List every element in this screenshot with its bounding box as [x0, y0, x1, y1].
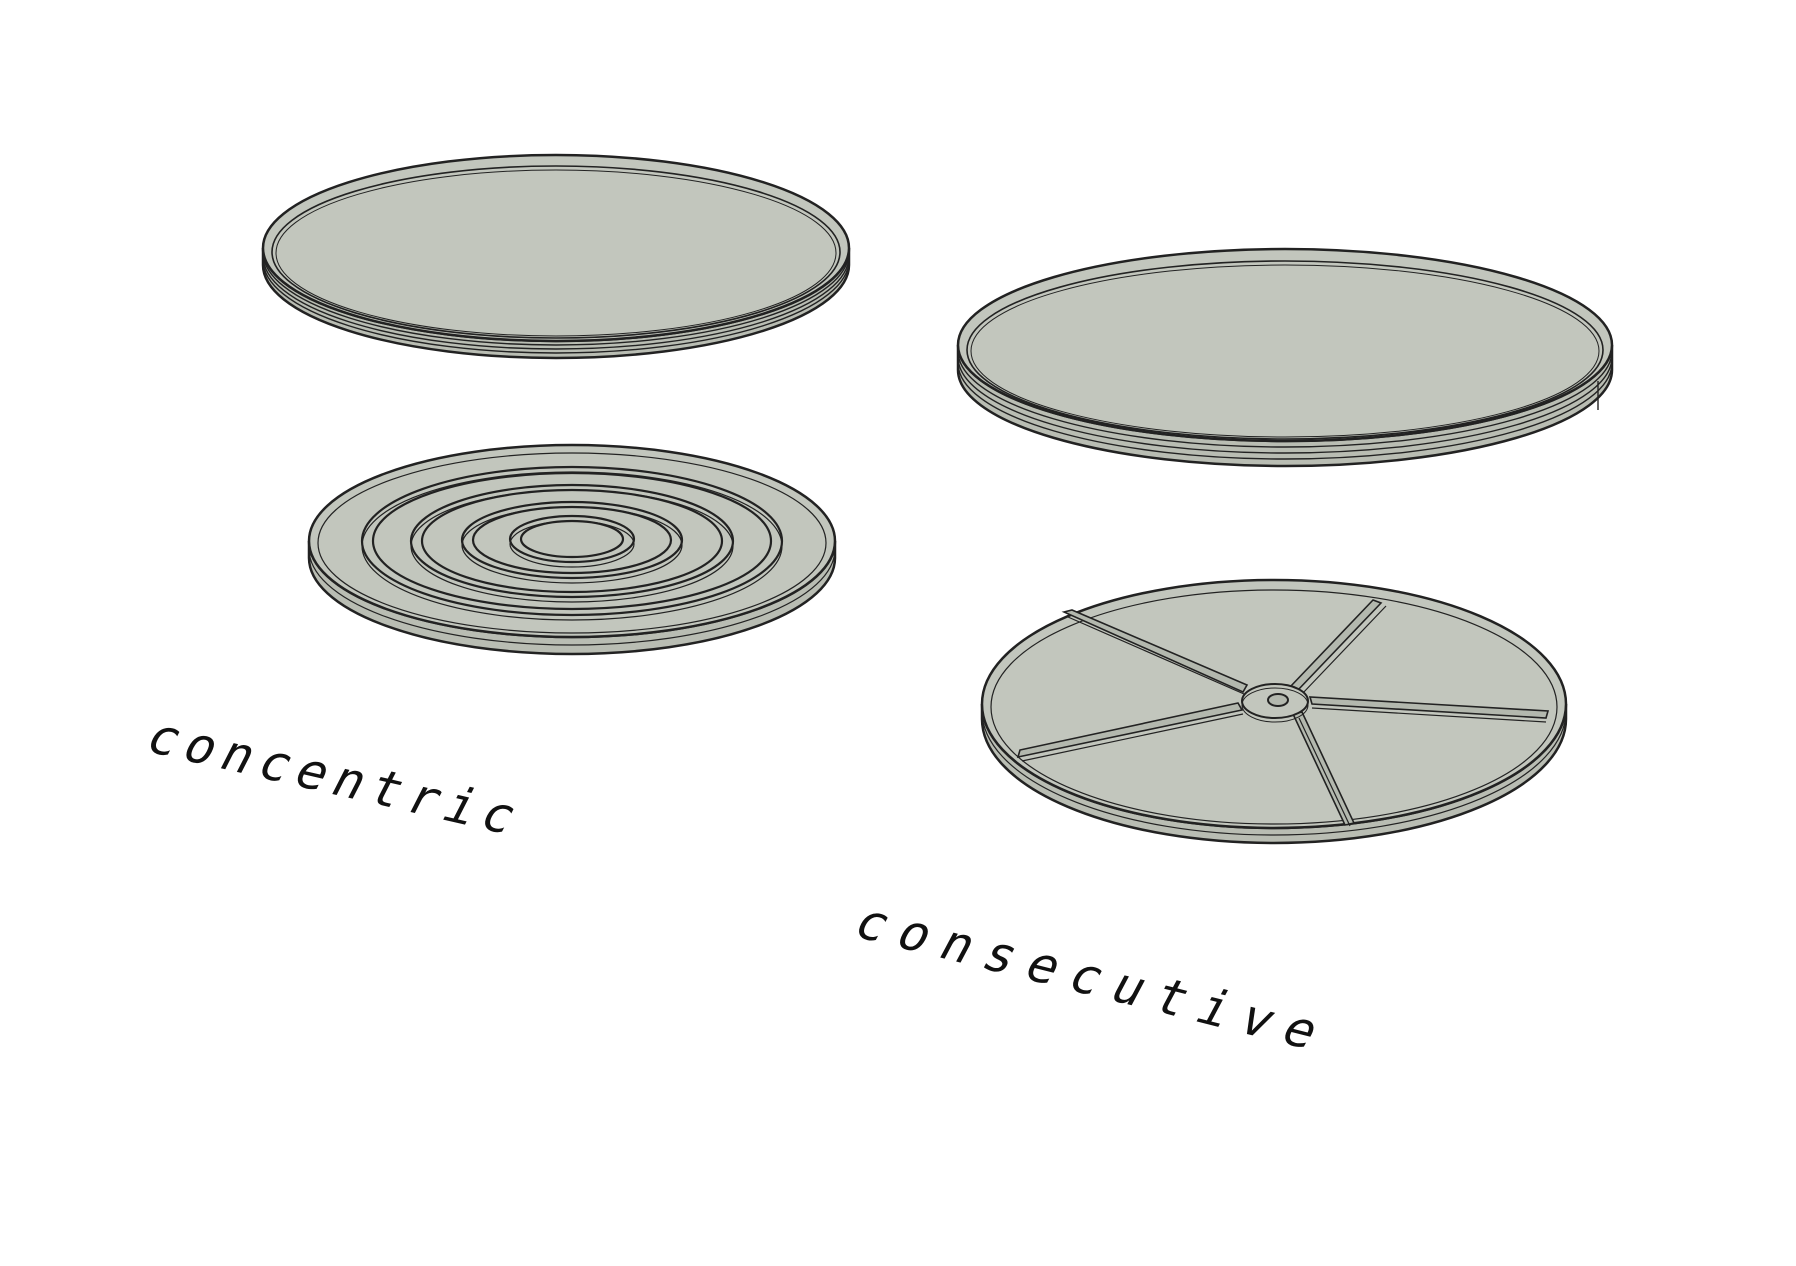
concentric-ring-2 [409, 483, 735, 603]
concentric-label: concentric [136, 707, 534, 846]
concentric-base [307, 443, 837, 656]
consecutive-hub [1241, 683, 1309, 723]
concentric-lid-face [261, 153, 851, 343]
concentric-ring-3 [460, 500, 684, 584]
consecutive-label: consecutive [844, 893, 1343, 1063]
consecutive-base [980, 578, 1568, 845]
consecutive-spoke-5 [1016, 702, 1244, 762]
concentric-ring-4 [508, 514, 636, 568]
consecutive-lid [956, 247, 1614, 468]
concentric-lid [261, 153, 851, 360]
consecutive-spoke-1 [1061, 609, 1249, 695]
concentric-ring-1 [360, 465, 784, 621]
consecutive-lid-face [956, 247, 1614, 443]
consecutive-spoke-3 [1308, 696, 1550, 723]
concentric-base-face [307, 443, 837, 639]
